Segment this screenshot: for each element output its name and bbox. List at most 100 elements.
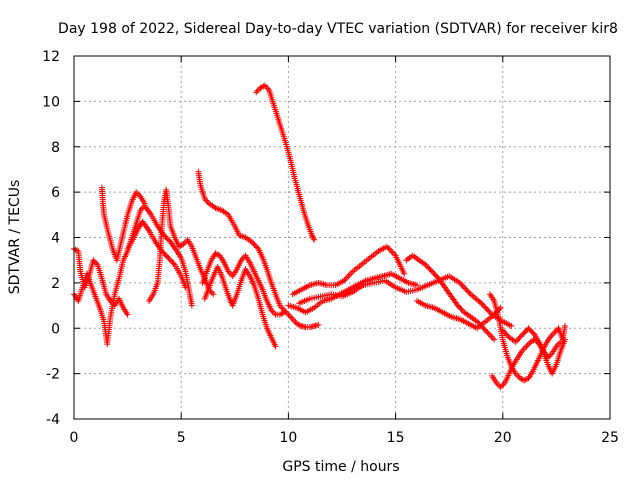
data-point <box>512 338 519 345</box>
chart-title: Day 198 of 2022, Sidereal Day-to-day VTE… <box>58 21 618 37</box>
data-point <box>423 263 430 270</box>
data-point <box>427 267 434 274</box>
data-point <box>460 284 467 291</box>
data-point <box>497 304 504 311</box>
data-point <box>250 240 257 247</box>
data-point <box>459 282 466 289</box>
x-tick-labels: 0 5 10 15 20 25 <box>70 430 619 446</box>
data-point <box>431 271 438 278</box>
data-point <box>163 234 170 241</box>
y-tick-label: 6 <box>51 185 60 201</box>
data-point <box>389 249 396 256</box>
data-point <box>478 300 485 307</box>
data-point <box>522 376 529 383</box>
data-point <box>425 264 432 271</box>
data-point <box>502 330 509 337</box>
data-point <box>291 317 298 324</box>
data-point <box>523 343 530 350</box>
data-point <box>561 322 568 329</box>
data-point <box>309 233 316 240</box>
data-point <box>526 326 533 333</box>
data-point <box>288 314 295 321</box>
data-point <box>204 198 211 205</box>
y-tick-label: 0 <box>51 321 60 337</box>
data-point <box>497 384 504 391</box>
data-point <box>263 84 270 91</box>
data-point <box>315 321 322 328</box>
data-point <box>463 286 470 293</box>
data-point <box>488 333 495 340</box>
data-point <box>252 243 259 250</box>
data-point <box>522 327 529 334</box>
data-point <box>167 257 174 264</box>
data-point <box>72 246 79 253</box>
series-arc-11 <box>289 243 408 298</box>
data-point <box>166 256 173 263</box>
data-point <box>161 250 168 257</box>
plot-frame <box>73 55 611 420</box>
data-point <box>516 334 523 341</box>
data-point <box>289 316 296 323</box>
x-tick-label: 15 <box>387 430 405 446</box>
data-point <box>188 302 195 309</box>
data-point <box>170 260 177 267</box>
data-point <box>519 332 526 339</box>
data-point <box>515 336 522 343</box>
series-arc-15 <box>486 291 568 384</box>
data-point <box>271 310 278 317</box>
data-point <box>520 330 527 337</box>
data-point <box>489 335 496 342</box>
data-point <box>491 336 498 343</box>
data-point <box>479 301 486 308</box>
data-point <box>517 333 524 340</box>
data-point <box>254 87 261 94</box>
data-point <box>279 310 286 317</box>
data-point <box>481 303 488 310</box>
data-point <box>483 327 490 334</box>
data-point <box>513 337 520 344</box>
data-point <box>164 236 171 243</box>
data-point <box>521 344 528 351</box>
data-point <box>464 288 471 295</box>
data-point <box>499 327 506 334</box>
data-point <box>422 261 429 268</box>
series-arc-12 <box>296 273 515 329</box>
data-point <box>432 272 439 279</box>
data-point <box>281 309 288 316</box>
x-axis-label: GPS time / hours <box>282 459 399 475</box>
y-tick-label: 12 <box>42 49 60 65</box>
data-point <box>474 318 481 325</box>
data-point <box>549 331 556 338</box>
data-point <box>182 284 189 291</box>
data-point <box>503 331 510 338</box>
series-arc-9 <box>253 82 318 243</box>
data-point <box>485 330 492 337</box>
x-tick-label: 5 <box>177 430 186 446</box>
data-point <box>501 328 508 335</box>
x-tick-label: 0 <box>70 430 79 446</box>
data-point <box>254 244 261 251</box>
data-point <box>482 304 489 311</box>
data-points <box>71 82 568 391</box>
data-point <box>551 329 558 336</box>
data-point <box>486 308 493 315</box>
data-point <box>481 326 488 333</box>
data-point <box>385 245 392 252</box>
y-tick-label: 2 <box>51 276 60 292</box>
data-point <box>462 285 469 292</box>
series-arc-6 <box>195 168 322 331</box>
series-arc-4 <box>146 186 217 305</box>
data-point <box>344 274 351 281</box>
data-point <box>346 271 353 278</box>
data-point <box>528 327 535 334</box>
data-point <box>483 305 490 312</box>
series-arc-17 <box>499 325 568 377</box>
data-point <box>296 322 303 329</box>
data-point <box>429 268 436 275</box>
data-point <box>457 305 464 312</box>
data-point <box>210 291 217 298</box>
data-point <box>388 248 395 255</box>
data-point <box>456 303 463 310</box>
data-point <box>485 307 492 314</box>
